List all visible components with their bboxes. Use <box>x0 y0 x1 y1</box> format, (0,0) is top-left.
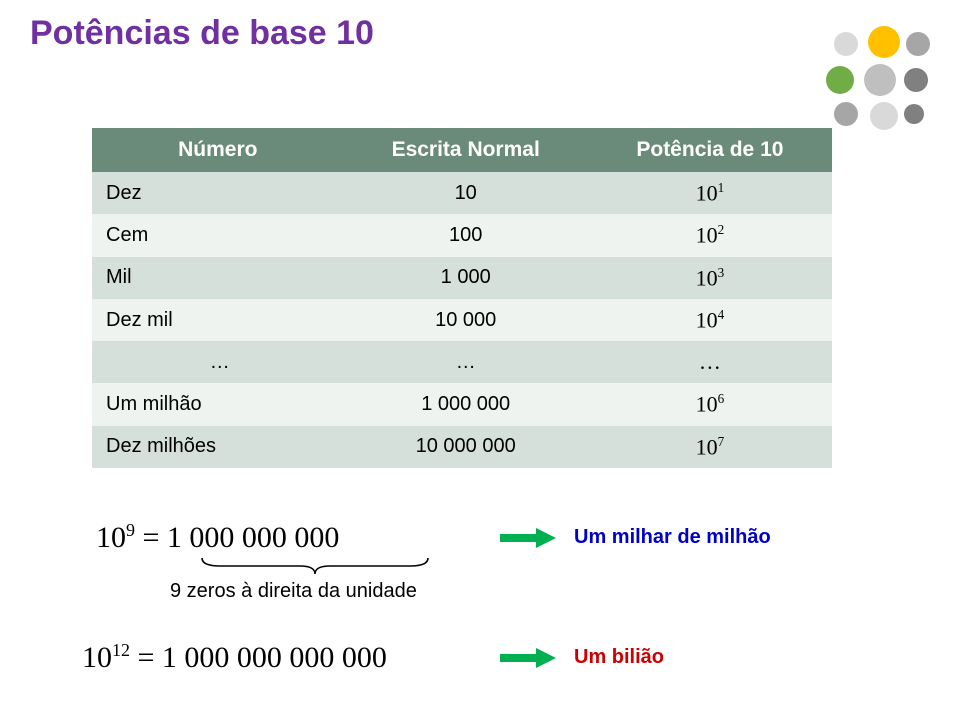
eq2-base: 10 <box>82 641 112 674</box>
decor-dot <box>868 26 900 58</box>
eq1-exp: 9 <box>126 520 135 540</box>
brace-under-zeros <box>200 556 430 581</box>
cell-numero: Cem <box>92 214 344 256</box>
cell-numero: Dez <box>92 172 344 214</box>
cell-numero: Dez milhões <box>92 426 344 468</box>
eq1-base: 10 <box>96 521 126 554</box>
table-body: Dez10101Cem100102Mil1 000103Dez mil10 00… <box>92 172 832 468</box>
arrow-2 <box>500 648 556 668</box>
powers-table: Número Escrita Normal Potência de 10 Dez… <box>92 128 832 468</box>
cell-escrita: 100 <box>344 214 588 256</box>
brace-svg <box>200 556 430 576</box>
col-escrita: Escrita Normal <box>344 128 588 172</box>
table-row: Dez milhões10 000 000107 <box>92 426 832 468</box>
label2-text: Um bilião <box>574 646 664 668</box>
arrow-2-head <box>536 648 556 668</box>
col-potencia: Potência de 10 <box>588 128 832 172</box>
eq2-rhs: 1 000 000 000 000 <box>162 641 387 674</box>
cell-escrita: 1 000 000 <box>344 383 588 425</box>
equation-2: 1012 = 1 000 000 000 000 <box>82 640 387 675</box>
cell-escrita: … <box>344 341 588 383</box>
label-billion-2: Um bilião <box>574 646 664 669</box>
table-row: ……… <box>92 341 832 383</box>
cell-potencia: 101 <box>588 172 832 214</box>
cell-numero: Um milhão <box>92 383 344 425</box>
arrow-1-head <box>536 528 556 548</box>
title-text: Potências de base 10 <box>30 14 374 52</box>
cell-escrita: 10 000 000 <box>344 426 588 468</box>
cell-potencia: 103 <box>588 257 832 299</box>
eq2-exp: 12 <box>112 640 130 660</box>
table-row: Um milhão1 000 000106 <box>92 383 832 425</box>
brace-caption: 9 zeros à direita da unidade <box>170 580 417 603</box>
cell-escrita: 10 000 <box>344 299 588 341</box>
decor-dot <box>870 102 898 130</box>
table-header-row: Número Escrita Normal Potência de 10 <box>92 128 832 172</box>
decor-dot <box>906 32 930 56</box>
eq1-rhs: 1 000 000 000 <box>167 521 340 554</box>
cell-numero: Dez mil <box>92 299 344 341</box>
decor-dot-grid <box>804 22 954 132</box>
eq1-equals: = <box>143 521 167 554</box>
cell-numero: … <box>92 341 344 383</box>
arrow-2-shaft <box>500 654 538 662</box>
cell-escrita: 10 <box>344 172 588 214</box>
label-billion-1: Um milhar de milhão <box>574 526 771 549</box>
decor-dot <box>864 64 896 96</box>
cell-potencia: … <box>588 341 832 383</box>
decor-dot <box>834 102 858 126</box>
decor-dot <box>904 68 928 92</box>
decor-dot <box>904 104 924 124</box>
page-title: Potências de base 10 <box>30 14 374 53</box>
table-head: Número Escrita Normal Potência de 10 <box>92 128 832 172</box>
cell-potencia: 104 <box>588 299 832 341</box>
cell-potencia: 107 <box>588 426 832 468</box>
table-row: Dez10101 <box>92 172 832 214</box>
label1-text: Um milhar de milhão <box>574 526 771 548</box>
col-numero: Número <box>92 128 344 172</box>
equation-1: 109 = 1 000 000 000 <box>96 520 339 555</box>
cell-potencia: 106 <box>588 383 832 425</box>
decor-dot <box>826 66 854 94</box>
table-row: Mil1 000103 <box>92 257 832 299</box>
table-row: Cem100102 <box>92 214 832 256</box>
arrow-1-shaft <box>500 534 538 542</box>
cell-numero: Mil <box>92 257 344 299</box>
decor-dot <box>834 32 858 56</box>
cell-escrita: 1 000 <box>344 257 588 299</box>
cell-potencia: 102 <box>588 214 832 256</box>
table-row: Dez mil10 000104 <box>92 299 832 341</box>
eq2-equals: = <box>138 641 162 674</box>
arrow-1 <box>500 528 556 548</box>
